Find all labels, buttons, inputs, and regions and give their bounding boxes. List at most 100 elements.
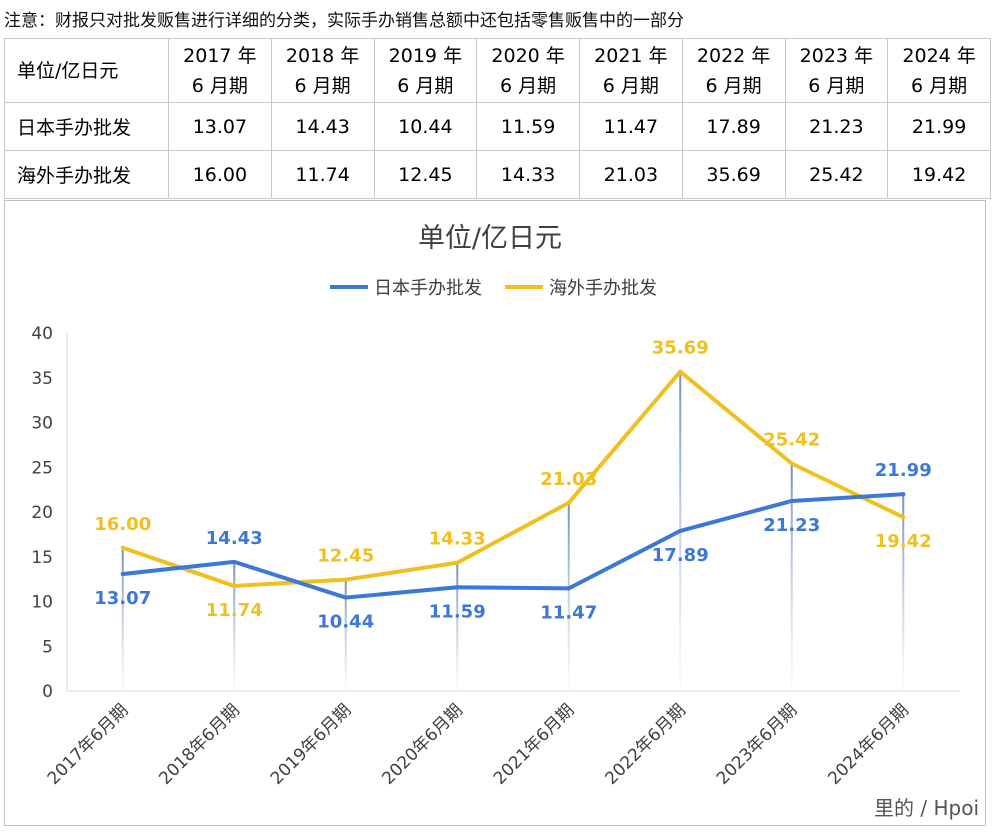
data-label: 10.44 <box>317 612 374 633</box>
x-tick-label: 2019年6月期 <box>267 700 355 788</box>
data-point <box>455 560 460 565</box>
line-chart: 单位/亿日元 日本手办批发 海外手办批发 0 5 10 15 20 25 30 35 40 201… <box>4 200 986 826</box>
data-point <box>789 498 794 503</box>
data-label: 14.33 <box>429 529 486 550</box>
data-label: 16.00 <box>94 514 151 535</box>
table-cell: 16.00 <box>168 150 272 199</box>
row-label: 海外手办批发 <box>4 150 169 199</box>
y-tick-label: 15 <box>31 548 53 568</box>
chart-title: 单位/亿日元 <box>418 223 562 254</box>
data-point <box>455 585 460 590</box>
data-label: 17.89 <box>652 545 709 566</box>
data-label: 11.59 <box>429 601 486 622</box>
data-point <box>678 528 683 533</box>
data-label: 13.07 <box>94 588 151 609</box>
drop-line <box>567 502 570 691</box>
data-point <box>120 572 125 577</box>
table-row: 海外手办批发 16.00 11.74 12.45 14.33 21.03 35.… <box>4 150 991 199</box>
data-label: 21.99 <box>875 460 932 481</box>
x-tick-label: 2024年6月期 <box>824 700 912 788</box>
legend-label: 日本手办批发 <box>374 278 482 299</box>
data-point <box>789 461 794 466</box>
table-cell: 10.44 <box>373 102 478 151</box>
data-label: 12.45 <box>317 546 374 567</box>
data-point <box>566 500 571 505</box>
y-tick-label: 5 <box>42 637 53 657</box>
y-tick-label: 40 <box>31 324 53 344</box>
table-cell: 13.07 <box>168 102 272 151</box>
row-label: 日本手办批发 <box>4 102 169 151</box>
data-label: 19.42 <box>875 531 932 552</box>
drop-line <box>233 561 236 691</box>
y-tick-label: 30 <box>31 414 53 434</box>
table-cell: 25.42 <box>784 150 889 199</box>
data-point <box>120 545 125 550</box>
data-point <box>566 586 571 591</box>
data-point <box>343 577 348 582</box>
table-cell: 21.99 <box>887 102 991 151</box>
data-label: 25.42 <box>763 429 820 450</box>
x-tick-label: 2021年6月期 <box>490 700 578 788</box>
y-tick-label: 35 <box>31 369 53 389</box>
legend-item: 海外手办批发 <box>505 278 657 299</box>
x-tick-label: 2020年6月期 <box>378 700 466 788</box>
plot-area: 0 5 10 15 20 25 30 35 40 2017年6月期 2018年6月期 2019年6月期… <box>31 324 959 789</box>
data-label: 21.03 <box>540 469 597 490</box>
table-corner-cell: 单位/亿日元 <box>4 38 169 103</box>
y-tick-label: 10 <box>31 593 53 613</box>
data-point <box>343 595 348 600</box>
x-tick-label: 2022年6月期 <box>601 700 689 788</box>
data-label: 21.23 <box>763 515 820 536</box>
table-cell: 11.59 <box>476 102 580 151</box>
table-row: 日本手办批发 13.07 14.43 10.44 11.59 11.47 17.… <box>4 102 991 151</box>
chart-canvas: 单位/亿日元 日本手办批发 海外手办批发 0 5 10 15 20 25 30 35 40 201… <box>31 223 979 820</box>
drop-line <box>790 463 793 691</box>
data-label: 14.43 <box>206 528 263 549</box>
data-label: 11.47 <box>540 602 597 623</box>
table-cell: 14.43 <box>270 102 375 151</box>
drop-line <box>344 579 347 691</box>
table-cell: 12.45 <box>373 150 478 199</box>
y-tick-label: 20 <box>31 503 53 523</box>
legend: 日本手办批发 海外手办批发 <box>330 278 657 299</box>
data-label: 11.74 <box>206 600 263 621</box>
table-cell: 21.03 <box>579 150 683 199</box>
drop-line <box>902 494 905 691</box>
y-tick-label: 25 <box>31 458 53 478</box>
data-point <box>232 559 237 564</box>
series-line-0 <box>120 492 906 600</box>
note-text: 注意：财报只对批发贩售进行详细的分类，实际手办销售总额中还包括零售贩售中的一部分 <box>4 11 684 31</box>
data-point <box>901 492 906 497</box>
drop-line <box>456 562 459 691</box>
series-line-1 <box>120 369 906 588</box>
x-tick-label: 2018年6月期 <box>155 700 243 788</box>
table-cell: 19.42 <box>887 150 991 199</box>
data-point <box>678 369 683 374</box>
y-tick-label: 0 <box>42 682 53 702</box>
x-tick-label: 2023年6月期 <box>713 700 801 788</box>
data-point <box>901 515 906 520</box>
data-label: 35.69 <box>652 338 709 359</box>
table-cell: 35.69 <box>681 150 786 199</box>
x-tick-label: 2017年6月期 <box>44 700 132 788</box>
legend-item: 日本手办批发 <box>330 278 482 299</box>
table-cell: 21.23 <box>784 102 889 151</box>
table-cell: 17.89 <box>681 102 786 151</box>
watermark: 里的 / Hpoi <box>874 796 979 820</box>
data-point <box>232 583 237 588</box>
legend-label: 海外手办批发 <box>549 278 657 299</box>
table-cell: 11.47 <box>579 102 683 151</box>
drop-line <box>121 547 124 691</box>
table-cell: 14.33 <box>476 150 580 199</box>
table-cell: 11.74 <box>270 150 375 199</box>
